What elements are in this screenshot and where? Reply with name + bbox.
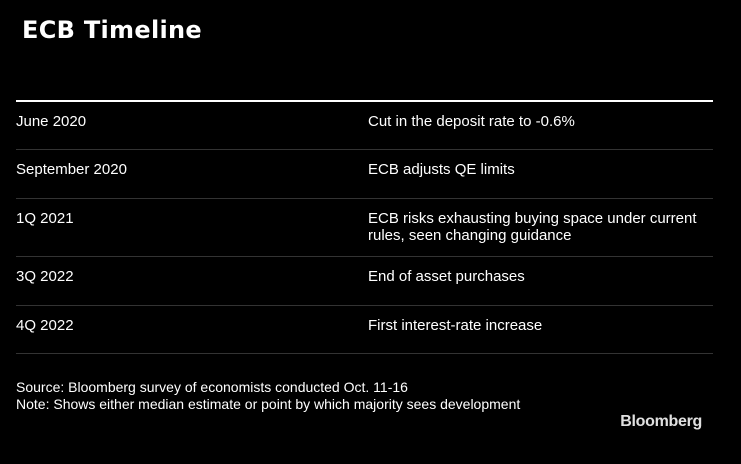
row-event: ECB adjusts QE limits: [368, 161, 515, 178]
row-date: 1Q 2021: [16, 210, 74, 227]
row-date: 4Q 2022: [16, 317, 74, 334]
source-note: Source: Bloomberg survey of economists c…: [16, 379, 408, 395]
footnotes: Source: Bloomberg survey of economists c…: [16, 379, 536, 413]
table-row: 1Q 2021 ECB risks exhausting buying spac…: [16, 199, 713, 257]
header-rule: [16, 100, 713, 102]
row-event: Cut in the deposit rate to -0.6%: [368, 113, 575, 130]
row-date: 3Q 2022: [16, 268, 74, 285]
table-row: June 2020 Cut in the deposit rate to -0.…: [16, 102, 713, 150]
row-date: June 2020: [16, 113, 87, 130]
row-event: End of asset purchases: [368, 268, 525, 285]
row-event: First interest-rate increase: [368, 317, 543, 334]
row-date: September 2020: [16, 161, 127, 178]
row-event: ECB risks exhausting buying space under …: [368, 210, 697, 244]
table-row: 3Q 2022 End of asset purchases: [16, 257, 713, 306]
table-row: 4Q 2022 First interest-rate increase: [16, 306, 713, 354]
method-note: Note: Shows either median estimate or po…: [16, 396, 521, 412]
page-title: ECB Timeline: [22, 16, 202, 44]
bloomberg-logo: Bloomberg: [620, 413, 702, 430]
table-row: September 2020 ECB adjusts QE limits: [16, 150, 713, 199]
timeline-table: June 2020 Cut in the deposit rate to -0.…: [16, 102, 713, 354]
